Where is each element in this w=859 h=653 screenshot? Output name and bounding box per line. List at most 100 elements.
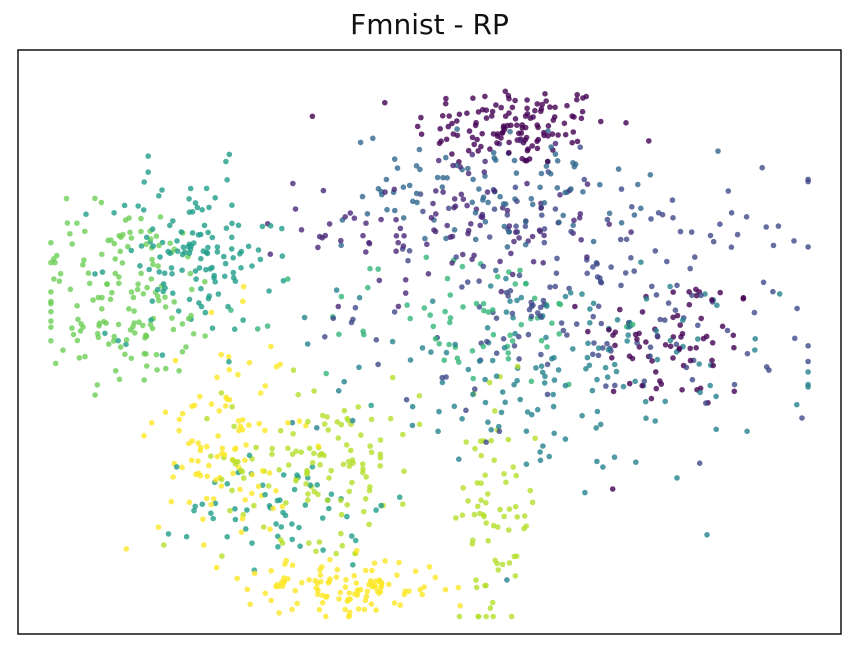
data-point-class-4 — [443, 349, 450, 356]
data-point-class-9 — [373, 607, 379, 613]
data-point-class-1 — [402, 277, 409, 283]
data-point-class-8 — [277, 537, 284, 543]
data-point-class-6 — [447, 292, 454, 298]
data-point-class-9 — [249, 490, 255, 497]
data-point-class-8 — [483, 520, 490, 526]
data-point-class-4 — [529, 411, 535, 418]
data-point-class-4 — [539, 369, 546, 376]
data-point-class-3 — [647, 172, 654, 178]
data-point-class-9 — [176, 427, 182, 434]
data-point-class-5 — [205, 244, 211, 251]
data-point-class-5 — [230, 269, 237, 276]
data-point-class-4 — [584, 354, 591, 361]
data-point-class-8 — [483, 613, 490, 620]
data-point-class-0 — [542, 91, 548, 97]
data-point-class-7 — [125, 243, 131, 250]
data-point-class-6 — [404, 302, 410, 308]
data-point-class-3 — [392, 207, 398, 214]
data-point-class-7 — [143, 363, 150, 369]
data-point-class-8 — [368, 449, 375, 456]
data-point-class-9 — [195, 440, 201, 446]
data-point-class-9 — [406, 588, 412, 594]
data-point-class-8 — [306, 445, 313, 452]
data-point-class-5 — [137, 263, 143, 269]
data-point-class-8 — [345, 458, 352, 465]
data-point-class-6 — [517, 267, 523, 274]
data-point-class-2 — [590, 351, 596, 358]
data-point-class-1 — [479, 214, 486, 221]
data-point-class-7 — [48, 300, 54, 307]
data-point-class-1 — [460, 196, 467, 202]
data-point-class-1 — [484, 189, 491, 195]
data-point-class-3 — [554, 158, 561, 164]
data-point-class-9 — [268, 568, 275, 574]
data-point-class-5 — [191, 507, 197, 514]
data-point-class-8 — [475, 503, 481, 510]
data-point-class-3 — [491, 155, 498, 161]
data-point-class-7 — [92, 195, 98, 202]
data-point-class-8 — [335, 435, 342, 441]
data-point-class-5 — [138, 243, 145, 249]
data-point-class-0 — [418, 131, 425, 137]
data-point-class-9 — [267, 526, 273, 532]
data-point-class-8 — [460, 485, 467, 491]
data-point-class-4 — [501, 345, 508, 351]
data-point-class-0 — [709, 340, 716, 346]
data-point-class-0 — [646, 138, 652, 144]
data-point-class-5 — [186, 209, 193, 215]
data-point-class-3 — [538, 170, 545, 177]
data-point-class-9 — [289, 562, 296, 568]
data-point-class-5 — [161, 270, 168, 277]
data-point-class-5 — [194, 204, 201, 211]
data-point-class-8 — [521, 513, 528, 519]
data-point-class-2 — [649, 283, 655, 290]
data-point-class-9 — [314, 591, 321, 598]
data-point-class-5 — [214, 249, 221, 255]
data-point-class-5 — [200, 248, 207, 254]
data-point-class-2 — [655, 210, 662, 216]
data-point-class-4 — [674, 475, 680, 481]
data-point-class-0 — [504, 122, 511, 129]
data-point-class-3 — [384, 206, 390, 213]
data-point-class-9 — [276, 610, 282, 616]
data-point-class-2 — [538, 351, 544, 358]
data-point-class-0 — [479, 130, 486, 137]
data-point-class-9 — [318, 578, 324, 585]
data-point-class-6 — [264, 323, 271, 329]
data-point-class-5 — [297, 543, 303, 549]
chart-title: Fmnist - RP — [350, 8, 509, 41]
data-point-class-8 — [478, 497, 484, 504]
data-point-class-4 — [542, 373, 548, 380]
data-point-class-1 — [628, 229, 634, 235]
data-point-class-5 — [238, 265, 244, 271]
data-point-class-4 — [510, 314, 516, 321]
data-point-class-2 — [352, 304, 359, 311]
data-point-class-5 — [243, 526, 249, 532]
data-point-class-3 — [638, 205, 644, 212]
data-point-class-0 — [527, 115, 534, 121]
data-point-class-5 — [196, 265, 203, 271]
data-point-class-5 — [273, 521, 279, 527]
data-point-class-7 — [135, 281, 141, 287]
data-point-class-8 — [333, 550, 340, 557]
data-point-class-9 — [371, 560, 378, 566]
data-point-class-4 — [511, 381, 517, 388]
data-point-class-8 — [219, 553, 225, 559]
data-point-class-6 — [507, 332, 513, 339]
data-point-class-8 — [494, 560, 500, 567]
data-point-class-4 — [605, 347, 612, 353]
data-point-class-8 — [229, 487, 235, 494]
data-point-class-2 — [558, 320, 565, 326]
data-point-class-8 — [360, 466, 366, 472]
data-point-class-5 — [229, 234, 235, 241]
data-point-class-8 — [490, 522, 497, 529]
data-point-class-2 — [584, 270, 590, 277]
data-point-class-2 — [581, 176, 588, 183]
data-point-class-5 — [199, 207, 205, 213]
data-point-class-5 — [199, 501, 206, 508]
data-point-class-5 — [223, 225, 230, 231]
data-point-class-3 — [470, 176, 476, 183]
data-point-class-8 — [506, 506, 513, 512]
data-point-class-3 — [383, 176, 390, 183]
data-point-class-4 — [587, 320, 593, 326]
